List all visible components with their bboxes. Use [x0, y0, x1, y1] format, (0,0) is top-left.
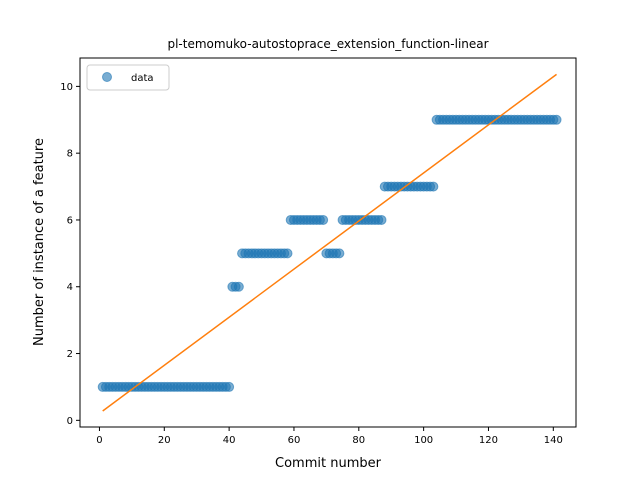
- x-axis-label: Commit number: [275, 456, 382, 471]
- legend-marker-data: [102, 72, 112, 82]
- y-tick-label: 0: [67, 416, 73, 427]
- plot-area: [97, 73, 562, 412]
- x-tick-label: 20: [158, 435, 171, 446]
- x-axis: 0 20 40 60 80 100 120 140: [96, 427, 563, 446]
- data-point: [233, 281, 244, 292]
- x-tick-label: 60: [288, 435, 301, 446]
- data-point: [428, 181, 439, 192]
- y-tick-label: 6: [67, 215, 73, 226]
- x-tick-label: 140: [544, 435, 563, 446]
- fit-line: [102, 73, 557, 412]
- data-point: [334, 248, 345, 259]
- chart-title: pl-temomuko-autostoprace_extension_funct…: [167, 37, 488, 51]
- x-tick-label: 100: [414, 435, 433, 446]
- data-point: [224, 381, 235, 392]
- y-axis-label: Number of instance of a feature: [32, 138, 47, 346]
- data-point: [551, 114, 562, 125]
- data-point: [282, 248, 293, 259]
- x-tick-label: 40: [223, 435, 236, 446]
- axes-frame: [79, 57, 577, 428]
- y-tick-label: 8: [67, 149, 73, 160]
- data-point: [318, 214, 329, 225]
- y-tick-label: 4: [67, 282, 73, 293]
- legend: data: [86, 64, 170, 91]
- y-tick-label: 10: [60, 82, 73, 93]
- x-tick-label: 0: [96, 435, 102, 446]
- x-tick-label: 120: [479, 435, 498, 446]
- data-point: [376, 214, 387, 225]
- x-tick-label: 80: [352, 435, 365, 446]
- y-tick-label: 2: [67, 349, 73, 360]
- y-axis: 0 2 4 6 8 10: [60, 82, 80, 427]
- legend-box: [86, 64, 170, 91]
- legend-label-data: data: [131, 73, 154, 84]
